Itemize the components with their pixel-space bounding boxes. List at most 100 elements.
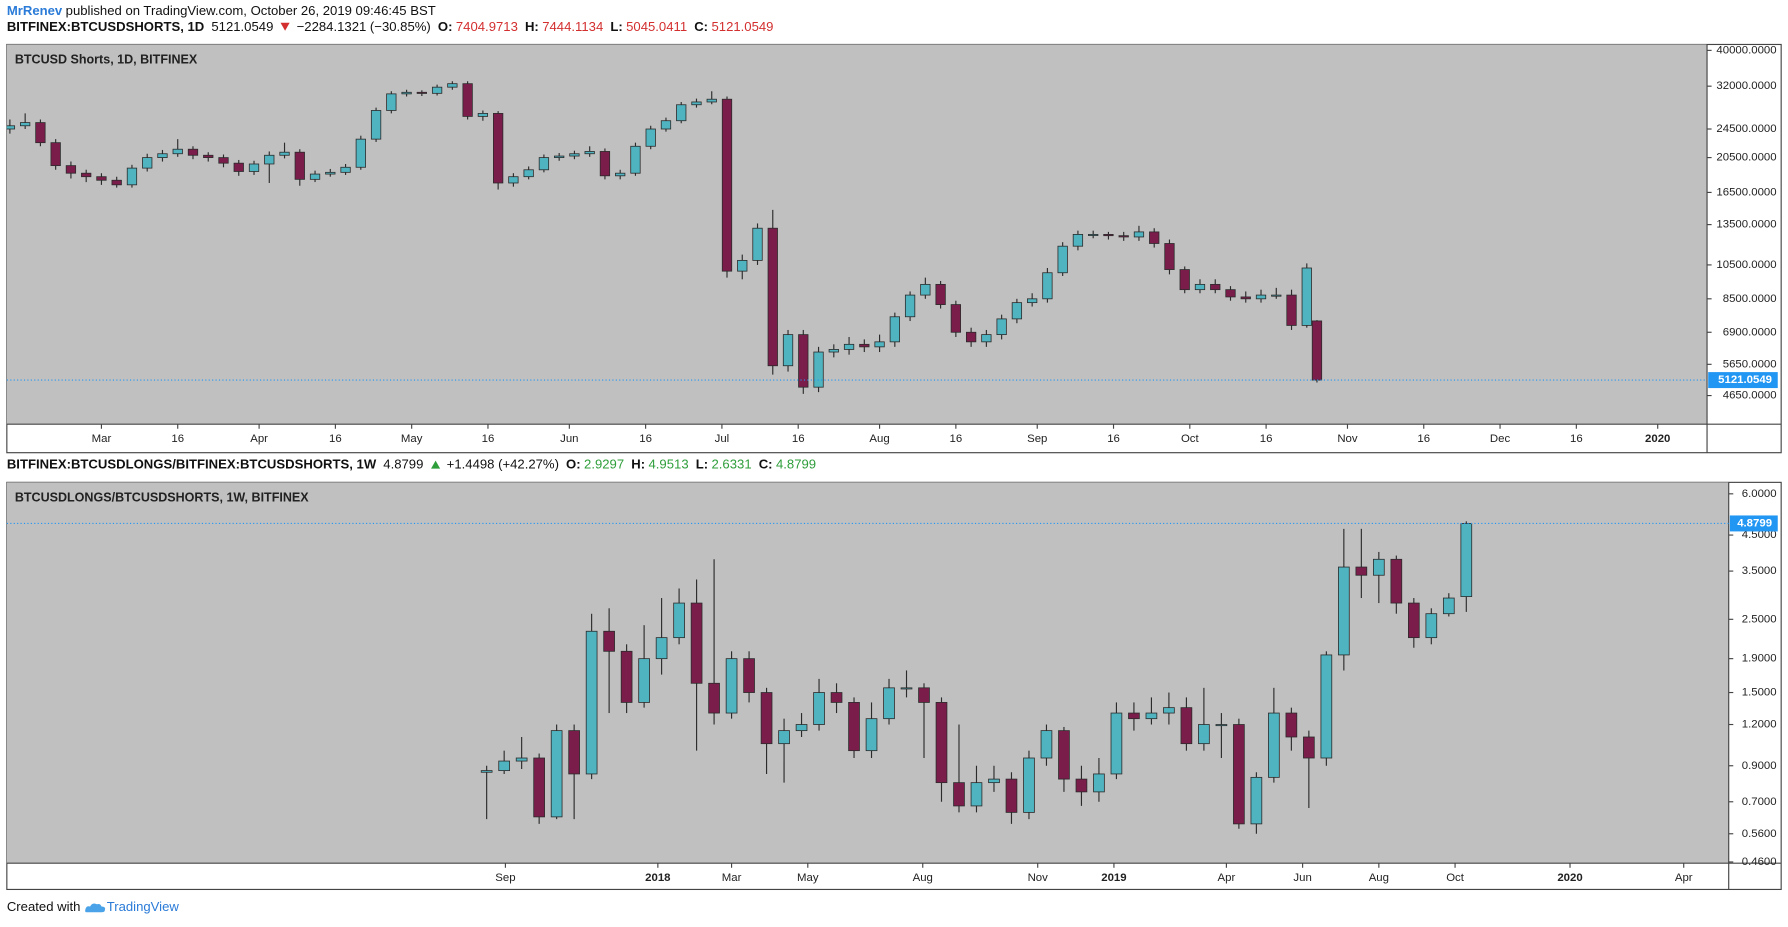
- x-tick-label: 2019: [1101, 872, 1126, 884]
- symbol: BITFINEX:BTCUSDSHORTS, 1D: [6, 20, 205, 35]
- change: −2284.1321 (−30.85%): [296, 20, 431, 35]
- y-tick-label: 3.5000: [1742, 565, 1777, 577]
- publish-line: MrRenev published on TradingView.com, Oct…: [7, 5, 439, 19]
- y-tick-label: 20500.0000: [1716, 152, 1776, 164]
- candle-body: [599, 151, 611, 177]
- candle-body: [533, 757, 545, 818]
- x-tick-label: Dec: [1490, 433, 1511, 445]
- change-arrow: [280, 23, 290, 32]
- y-tick-label: 8500.0000: [1723, 293, 1777, 305]
- candle-body: [725, 658, 738, 714]
- x-tick-label: 16: [639, 433, 652, 445]
- candle-body: [111, 179, 122, 186]
- candle-body: [1128, 712, 1140, 720]
- candle-body: [203, 154, 214, 158]
- y-tick-label: 6900.0000: [1723, 326, 1777, 338]
- x-tick-label: Jun: [1293, 872, 1311, 884]
- candle-body: [416, 91, 427, 94]
- candle-body: [865, 718, 878, 752]
- candle-body: [743, 658, 755, 693]
- ohlc-label: C:: [694, 20, 709, 35]
- price-label: 5121.0549: [1718, 374, 1772, 386]
- candle-body: [1338, 566, 1350, 656]
- candle-body: [1460, 523, 1473, 597]
- candle-body: [782, 334, 794, 367]
- candle-body: [1075, 778, 1088, 793]
- candle-body: [554, 155, 565, 158]
- candle-body: [1442, 597, 1455, 615]
- candle-body: [1058, 730, 1070, 780]
- x-tick-label: Jun: [560, 433, 578, 445]
- candle-body: [294, 151, 305, 180]
- x-tick-label: Sep: [1027, 433, 1047, 445]
- candle-body: [798, 334, 809, 388]
- candle-body: [1286, 294, 1297, 326]
- candle-body: [1225, 289, 1236, 298]
- candle-body: [568, 730, 580, 775]
- y-tick-label: 0.7000: [1742, 796, 1777, 808]
- candle-body: [355, 138, 366, 168]
- candle-body: [20, 122, 31, 127]
- candle-body: [970, 782, 983, 807]
- x-tick-label: 16: [482, 433, 495, 445]
- candle-body: [1145, 712, 1158, 720]
- ohlc-value: 4.9513: [648, 458, 689, 473]
- candle-body: [65, 165, 77, 174]
- y-tick-label: 1.2000: [1742, 719, 1777, 731]
- candle-body: [935, 283, 946, 305]
- candle-body: [1408, 602, 1420, 639]
- ohlc-label: H:: [631, 458, 646, 473]
- x-tick-label: Aug: [1369, 872, 1389, 884]
- candle-body: [645, 128, 656, 147]
- candle-body: [1072, 234, 1084, 247]
- candle-body: [676, 104, 687, 122]
- plot: [480, 521, 1473, 834]
- x-tick-label: Aug: [913, 872, 933, 884]
- candle-body: [1023, 757, 1035, 813]
- candle-body: [1320, 654, 1333, 759]
- candle-body: [508, 176, 519, 184]
- candle-body: [50, 142, 61, 167]
- candle-body: [498, 760, 510, 772]
- candle-body: [935, 702, 948, 784]
- candle-body: [1149, 231, 1160, 244]
- candle-body: [493, 113, 504, 184]
- created-with: Created with: [6, 900, 81, 915]
- candle-body: [1093, 773, 1105, 793]
- y-tick-label: 0.9000: [1742, 760, 1777, 772]
- pane-title: BTCUSDLONGS/BTCUSDSHORTS, 1W, BITFINEX: [15, 491, 309, 505]
- candle-body: [752, 227, 763, 261]
- x-tick-label: Nov: [1337, 433, 1358, 445]
- ohlc-value: 4.8799: [775, 458, 817, 473]
- candle-body: [706, 98, 717, 103]
- candle-body: [1133, 231, 1145, 238]
- candle-body: [691, 101, 702, 106]
- symbol: BITFINEX:BTCUSDLONGS/BITFINEX:BTCUSDSHOR…: [6, 458, 377, 473]
- candle-body: [81, 172, 92, 178]
- ohlc-label: L:: [695, 458, 709, 473]
- candle-body: [1118, 235, 1129, 238]
- candle-body: [35, 122, 46, 144]
- x-tick-label: Sep: [495, 872, 515, 884]
- candle-body: [690, 602, 703, 684]
- candle-body: [585, 630, 598, 775]
- y-tick-label: 24500.0000: [1716, 123, 1776, 135]
- candle-body: [828, 349, 839, 353]
- ohlc-value: 5121.0549: [711, 20, 774, 35]
- x-tick-label: Mar: [722, 872, 742, 884]
- candle-body: [1198, 724, 1210, 745]
- candle-body: [233, 162, 244, 172]
- candle-body: [157, 153, 168, 158]
- candle-body: [6, 125, 16, 130]
- x-tick-label: Oct: [1181, 433, 1200, 445]
- candle-body: [187, 148, 199, 156]
- candle-body: [1373, 558, 1385, 576]
- author[interactable]: MrRenev: [6, 4, 63, 19]
- candle-body: [673, 602, 685, 639]
- candle-body: [813, 351, 824, 388]
- candle-body: [1301, 267, 1312, 326]
- brand[interactable]: TradingView: [106, 900, 179, 915]
- candle-body: [126, 167, 138, 186]
- x-tick-label: Apr: [1675, 872, 1693, 884]
